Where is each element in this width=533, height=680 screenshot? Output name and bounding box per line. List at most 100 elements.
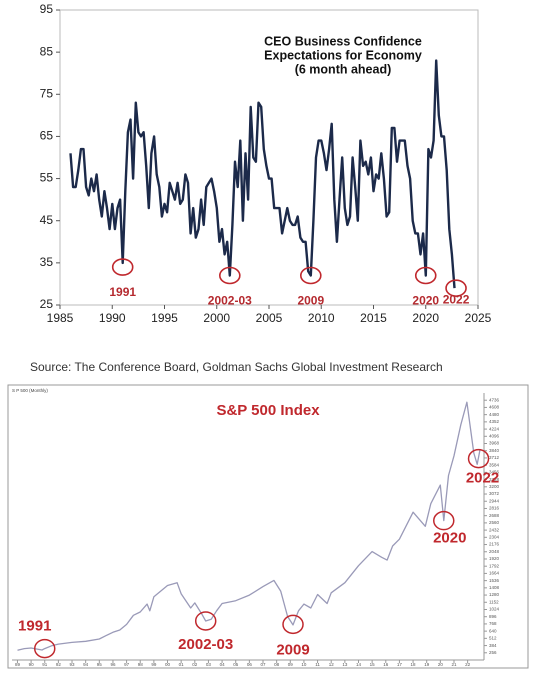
x-tick-label: 22 [465,662,471,667]
x-tick-label: 96 [110,662,116,667]
sp500-line [17,401,481,651]
chart-title: CEO Business Confidence [264,34,422,48]
x-tick-label: 2025 [465,311,492,325]
y-tick-label: 75 [40,86,54,100]
x-tick-label: 93 [70,662,76,667]
x-tick-label: 17 [397,662,403,667]
y-tick-label: 4608 [489,405,500,410]
y-tick-label: 3712 [489,455,500,460]
x-tick-label: 2000 [203,311,230,325]
y-tick-label: 4480 [489,412,500,417]
annotation-label: 2022 [466,470,499,487]
y-tick-label: 3968 [489,441,500,446]
x-tick-label: 02 [192,662,198,667]
y-tick-label: 3840 [489,448,500,453]
y-tick-label: 4096 [489,433,500,438]
y-tick-label: 2176 [489,542,500,547]
y-tick-label: 384 [489,643,497,648]
x-tick-label: 08 [274,662,280,667]
x-tick-label: 2015 [360,311,387,325]
annotation-circle [467,448,490,469]
annotation-circle [111,258,134,276]
annotation-label: 1991 [18,618,51,635]
y-tick-label: 2048 [489,549,500,554]
annotation-label: 2020 [433,530,466,547]
annotation-circle [282,614,304,635]
y-tick-label: 1024 [489,607,500,612]
y-tick-label: 85 [40,44,54,58]
y-tick-label: 2304 [489,535,500,540]
x-tick-label: 2005 [256,311,283,325]
annotation-label: 2022 [443,292,470,306]
y-tick-label: 1920 [489,556,500,561]
annotation-circle [433,510,455,531]
annotation-label: 2020 [412,294,439,308]
y-tick-label: 1408 [489,585,500,590]
x-tick-label: 91 [42,662,48,667]
annotation-circle [33,638,56,659]
x-tick-label: 2010 [308,311,335,325]
source-note: Source: The Conference Board, Goldman Sa… [30,360,443,374]
x-tick-label: 12 [329,662,335,667]
chart-title: Expectations for Economy [264,48,422,62]
x-tick-label: 89 [15,662,21,667]
annotation-label: 1991 [109,285,136,299]
annotation-label: 2002-03 [208,294,252,308]
y-tick-label: 768 [489,621,497,626]
x-tick-label: 95 [97,662,103,667]
y-tick-label: 896 [489,614,497,619]
annotation-label: 2002-03 [178,636,233,653]
x-tick-label: 20 [438,662,444,667]
x-tick-label: 13 [342,662,348,667]
x-tick-label: 16 [383,662,389,667]
y-tick-label: 1664 [489,571,500,576]
x-tick-label: 10 [301,662,307,667]
y-tick-label: 65 [40,129,54,143]
y-tick-label: 3072 [489,491,500,496]
x-tick-label: 00 [165,662,171,667]
y-tick-label: 25 [40,297,54,311]
x-tick-label: 99 [151,662,157,667]
annotation-circle [445,279,467,297]
x-tick-label: 03 [206,662,212,667]
y-tick-label: 35 [40,255,54,269]
x-tick-label: 90 [29,662,35,667]
confidence-line [69,59,456,289]
x-tick-label: 2020 [412,311,439,325]
y-tick-label: 256 [489,650,497,655]
annotation-circle [299,266,322,285]
y-tick-label: 1536 [489,578,500,583]
annotation-circle [194,611,217,631]
y-tick-label: 2688 [489,513,500,518]
x-tick-label: 98 [138,662,144,667]
x-tick-label: 92 [56,662,62,667]
x-tick-label: 97 [124,662,130,667]
x-tick-label: 1985 [47,311,74,325]
y-tick-label: 2560 [489,520,500,525]
y-tick-label: 45 [40,213,54,227]
x-tick-label: 15 [370,662,376,667]
annotation-circle [219,266,241,285]
x-tick-label: 04 [220,662,226,667]
annotation-label: 2009 [297,294,324,308]
annotation-circle [414,266,437,285]
annotation-label: 2009 [276,641,309,658]
x-tick-label: 1990 [99,311,126,325]
bottom-chart-frame [7,384,529,669]
x-tick-label: 21 [451,662,457,667]
chart-title: S&P 500 Index [216,402,320,419]
y-tick-label: 55 [40,171,54,185]
y-tick-label: 2944 [489,498,500,503]
y-tick-label: 4352 [489,419,500,424]
x-tick-label: 09 [288,662,294,667]
x-tick-label: 19 [424,662,430,667]
x-tick-label: 05 [233,662,239,667]
x-tick-label: 18 [411,662,417,667]
y-tick-label: 3328 [489,477,500,482]
y-tick-label: 3200 [489,484,500,489]
y-tick-label: 2816 [489,506,500,511]
x-tick-label: 01 [179,662,185,667]
chart-title: (6 month ahead) [295,62,392,76]
